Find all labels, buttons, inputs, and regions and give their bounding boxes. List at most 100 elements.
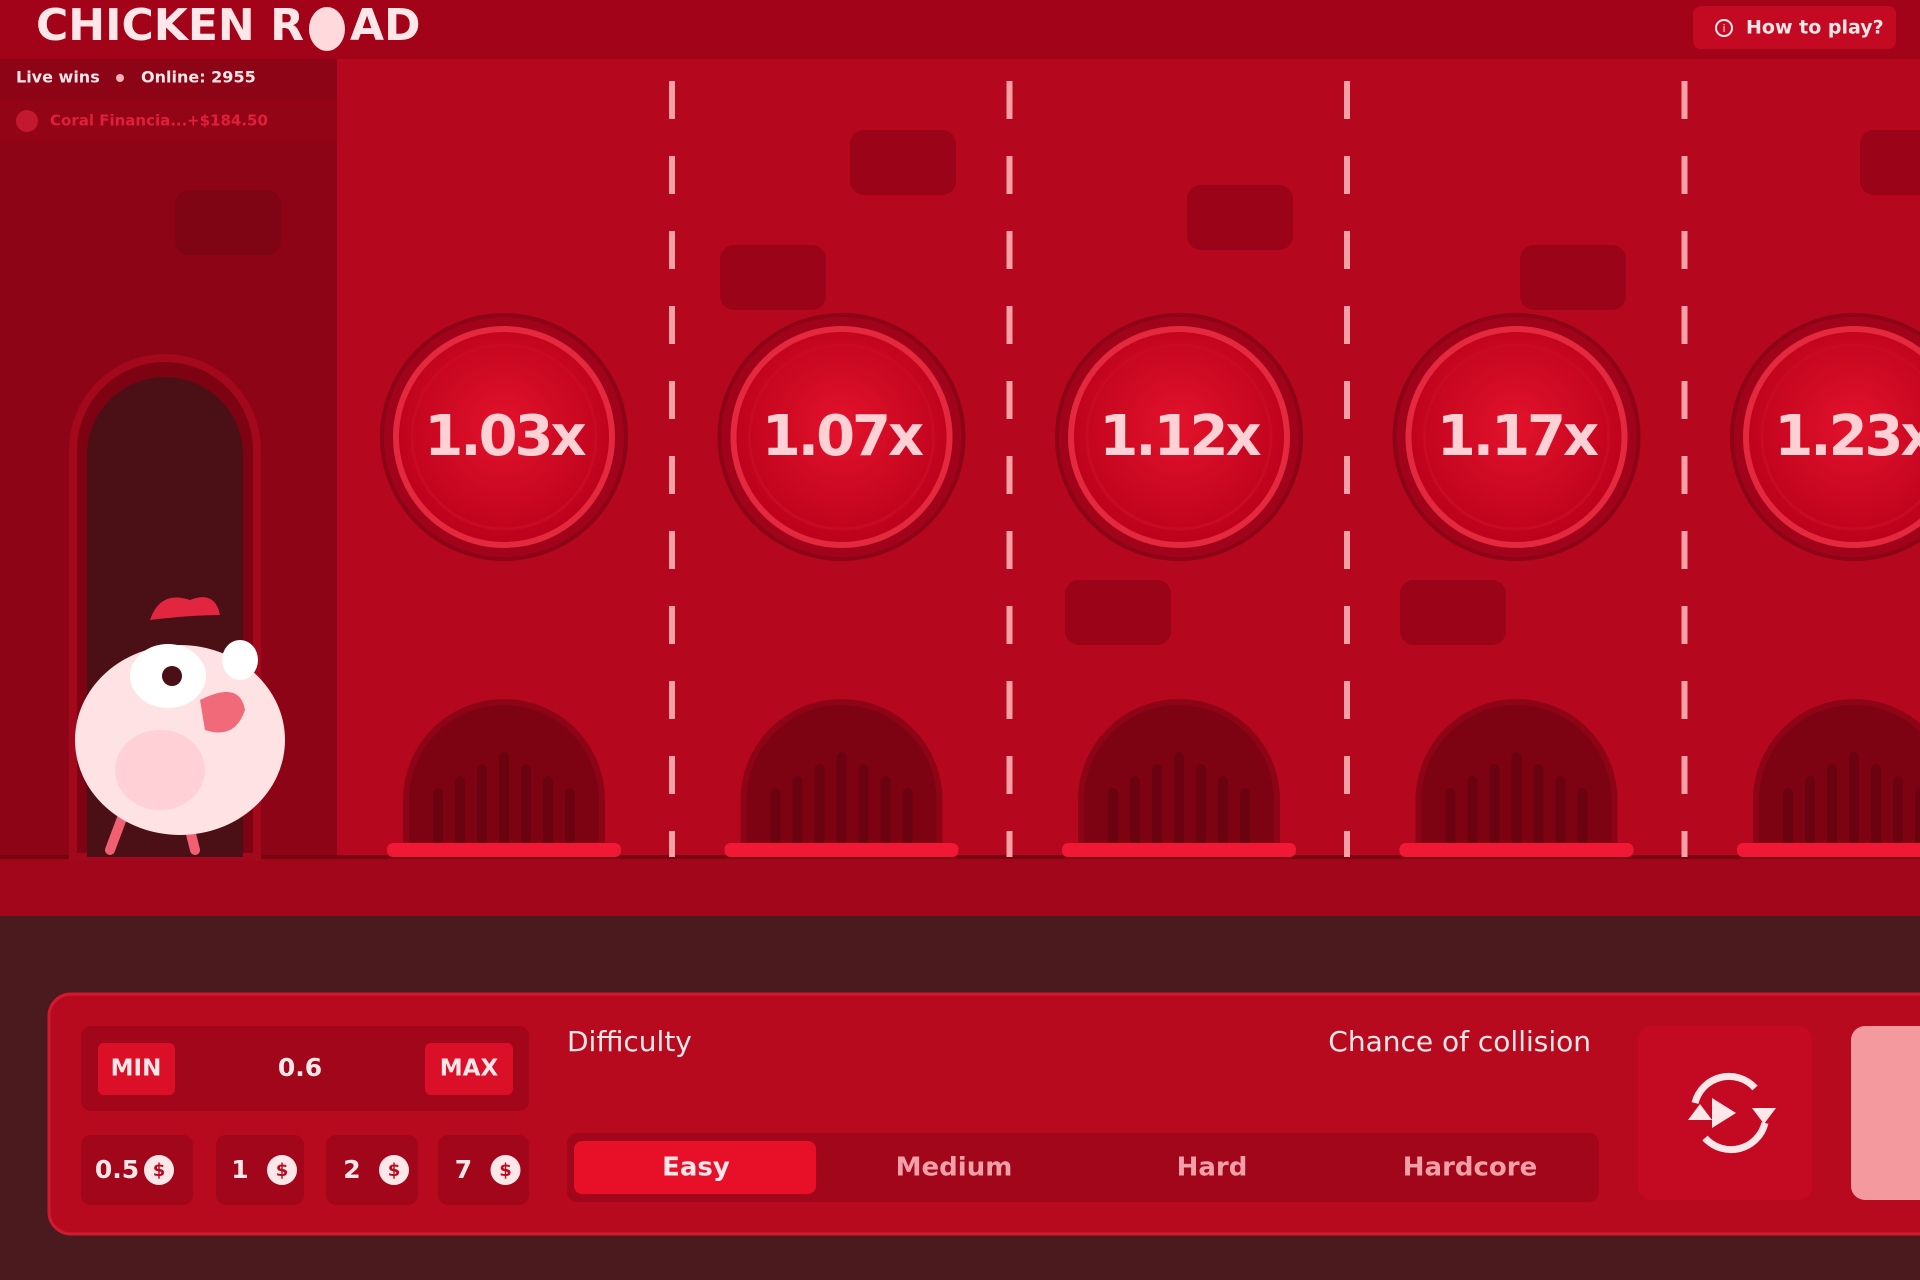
quick-bet-bg[interactable]: [216, 1135, 304, 1205]
grate-bar: [477, 764, 487, 847]
online-count: Online: 2955: [141, 68, 256, 87]
difficulty-name[interactable]: Easy: [662, 1153, 730, 1183]
logo-egg: [308, 7, 345, 51]
win-amount: +$184.50: [187, 112, 268, 130]
quick-bet-bg[interactable]: [438, 1135, 529, 1205]
lane-ledge: [1062, 843, 1296, 857]
min-button[interactable]: MIN: [98, 1043, 175, 1095]
grate-bar: [1915, 788, 1920, 847]
coin-inner: [748, 343, 935, 531]
difficulty-option[interactable]: Easy: [574, 1141, 816, 1194]
multiplier: 1.12x: [1099, 404, 1261, 469]
autoplay-button[interactable]: [1638, 1026, 1812, 1200]
grate-bar: [1893, 776, 1903, 847]
quick-bet-bg[interactable]: [326, 1135, 418, 1205]
live-dot: [116, 74, 124, 82]
lane-ledge: [387, 843, 621, 857]
brick: [1860, 130, 1920, 195]
grate-bar: [1871, 764, 1881, 847]
grate-bar: [1218, 776, 1228, 847]
grate-bar: [1805, 776, 1815, 847]
logo-end: AD: [350, 0, 421, 51]
multiplier: 1.03x: [424, 404, 586, 469]
multiplier: 1.07x: [762, 404, 924, 469]
grate-bar: [543, 776, 553, 847]
grate-bar: [1174, 752, 1184, 847]
quick-bet-bg[interactable]: [81, 1135, 193, 1205]
quick-bet[interactable]: 2 $: [326, 1135, 418, 1205]
difficulty-option[interactable]: Hardcore: [1403, 1153, 1537, 1183]
coin: [1743, 326, 1920, 548]
difficulty-name[interactable]: Hard: [1177, 1153, 1248, 1183]
logo: CHICKEN R AD: [36, 0, 421, 51]
coin: [730, 326, 953, 548]
grate-bar: [1130, 776, 1140, 847]
coin: [393, 326, 615, 548]
help-button[interactable]: i How to play?: [1693, 6, 1896, 49]
max-label[interactable]: MAX: [440, 1056, 499, 1082]
grate-bar: [433, 788, 443, 847]
quick-bet[interactable]: 1 $: [216, 1135, 304, 1205]
bet-box: [81, 1026, 529, 1111]
coin-inner: [410, 343, 598, 531]
currency-icon[interactable]: [490, 1155, 521, 1185]
grate-bar: [1511, 752, 1522, 847]
currency-symbol[interactable]: $: [388, 1160, 401, 1181]
road-strip: [0, 857, 1920, 916]
grate-bar: [1849, 752, 1859, 847]
chance-label: Chance of collision: [1328, 1025, 1591, 1058]
grate-bar: [880, 776, 891, 847]
brick: [1520, 245, 1626, 310]
multiplier: 1.23x: [1774, 404, 1920, 469]
coin-inner: [1760, 343, 1920, 531]
brick: [1400, 580, 1506, 645]
grate-bar: [792, 776, 803, 847]
brick: [175, 190, 281, 255]
min-label[interactable]: MIN: [111, 1056, 162, 1082]
lane-ledge: [1399, 843, 1634, 857]
multiplier: 1.17x: [1437, 404, 1599, 469]
quick-bet-amount[interactable]: 7: [455, 1155, 472, 1184]
help-label[interactable]: How to play?: [1746, 17, 1884, 39]
difficulty-label: Difficulty: [567, 1025, 692, 1058]
lane-ledge: [724, 843, 959, 857]
difficulty-name[interactable]: Medium: [896, 1153, 1013, 1183]
grate-bar: [1108, 788, 1118, 847]
max-button[interactable]: MAX: [425, 1043, 513, 1095]
currency-icon[interactable]: [379, 1155, 409, 1185]
difficulty-selected[interactable]: [574, 1141, 816, 1194]
grate-bar: [1489, 764, 1500, 847]
grate-bar: [1783, 788, 1793, 847]
grate-bar: [565, 788, 575, 847]
grate-bar: [1577, 788, 1588, 847]
difficulty-option[interactable]: Medium: [896, 1153, 1013, 1183]
bet-amount[interactable]: 0.6: [278, 1053, 322, 1082]
difficulty-bar: [567, 1133, 1599, 1202]
grate-bar: [1533, 764, 1544, 847]
coin: [1405, 326, 1628, 548]
grate-bar: [521, 764, 531, 847]
svg-text:i: i: [1722, 22, 1725, 35]
quick-bet-amount[interactable]: 2: [343, 1155, 360, 1184]
brick: [1065, 580, 1171, 645]
difficulty-option[interactable]: Hard: [1177, 1153, 1248, 1183]
difficulty-name[interactable]: Hardcore: [1403, 1153, 1537, 1183]
quick-bet[interactable]: 7 $: [438, 1135, 529, 1205]
quick-bet-amount[interactable]: 0.5: [95, 1155, 139, 1184]
currency-icon[interactable]: [144, 1155, 174, 1185]
quick-bet-amount[interactable]: 1: [231, 1155, 248, 1184]
currency-icon[interactable]: [267, 1155, 297, 1185]
brick: [850, 130, 956, 195]
currency-symbol[interactable]: $: [276, 1160, 289, 1181]
go-button[interactable]: [1851, 1026, 1920, 1200]
brick: [720, 245, 826, 310]
currency-symbol[interactable]: $: [499, 1160, 512, 1181]
chicken: [75, 597, 285, 855]
grate-bar: [499, 752, 509, 847]
quick-bet[interactable]: 0.5 $: [81, 1135, 193, 1205]
grate-bar: [902, 788, 913, 847]
grate-bar: [814, 764, 825, 847]
currency-symbol[interactable]: $: [153, 1160, 166, 1181]
coin-inner: [1085, 343, 1273, 531]
grate-bar: [1555, 776, 1566, 847]
